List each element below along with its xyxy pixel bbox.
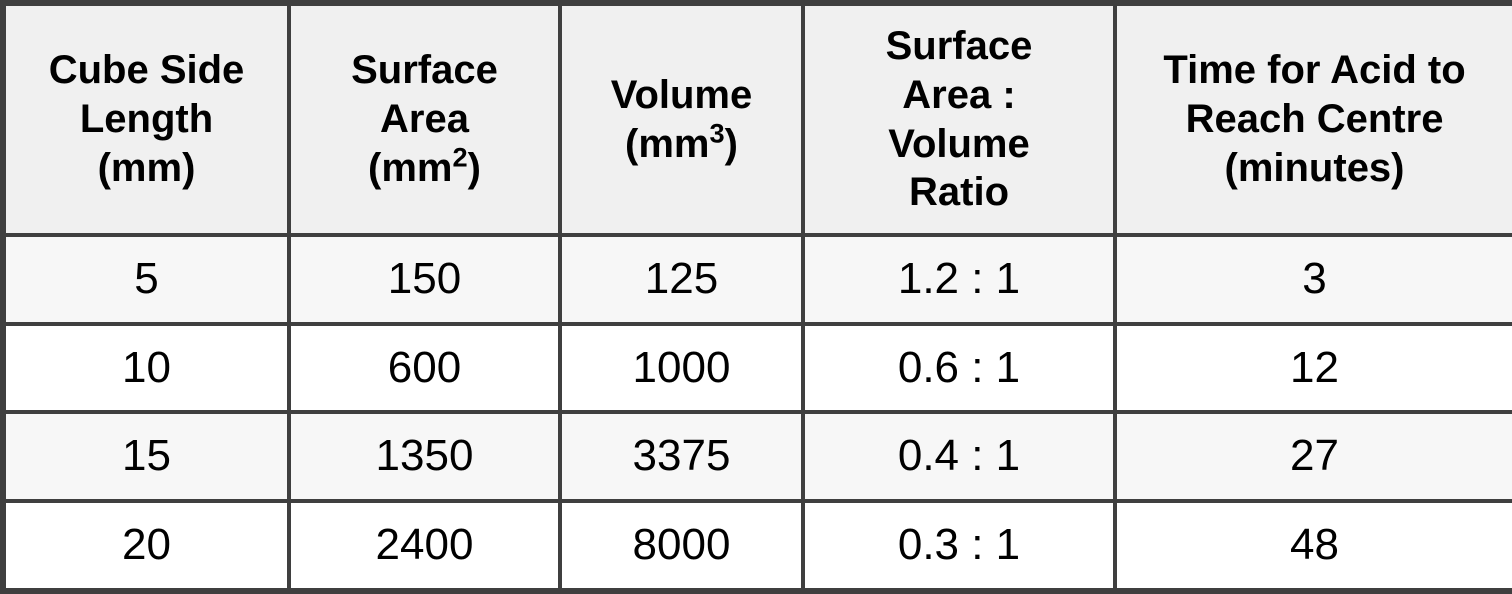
header-line: Volume [888,121,1030,166]
table-cell: 1000 [558,321,805,415]
column-header-time-for-acid: Time for Acid to Reach Centre (minutes) [1113,1,1512,237]
header-line: Time for Acid to [1163,48,1466,93]
header-row: Cube Side Length (mm) Surface Area (mm2) Volum… [1,1,1512,237]
table-cell: 5 [1,233,291,326]
header-line: (minutes) [1224,145,1405,190]
table-cell: 600 [287,321,562,415]
table-row: 15 1350 3375 0.4 : 1 27 [1,410,1512,503]
superscript: 2 [452,141,468,173]
table-cell: 3375 [558,410,805,503]
table-cell: 3 [1113,233,1512,326]
table-row: 20 2400 8000 0.3 : 1 48 [1,498,1512,594]
column-header-cube-side-length: Cube Side Length (mm) [1,1,291,237]
header-line: Surface [351,48,498,93]
header-line: Area : [902,72,1016,117]
table-row: 10 600 1000 0.6 : 1 12 [1,321,1512,415]
table-cell: 10 [1,321,291,415]
header-line: Reach Centre [1185,97,1444,142]
table-cell: 150 [287,233,562,326]
table-cell: 1.2 : 1 [801,233,1117,326]
table-cell: 0.4 : 1 [801,410,1117,503]
table-body: 5 150 125 1.2 : 1 3 10 600 1000 0.6 : 1 12 15 1350 3… [1,233,1512,594]
header-line: (mm3) [625,117,738,166]
table-cell: 48 [1113,498,1512,594]
header-line: Area [380,97,469,142]
table-cell: 1350 [287,410,562,503]
header-line: (mm) [97,145,196,190]
table-cell: 0.6 : 1 [801,321,1117,415]
column-header-volume: Volume (mm3) [558,1,805,237]
header-line: Length [79,97,214,142]
table-cell: 20 [1,498,291,594]
header-line: Volume [610,72,753,117]
header-line: Cube Side [48,48,245,93]
column-header-surface-area: Surface Area (mm2) [287,1,562,237]
header-line: Surface [885,23,1033,68]
header-line: (mm2) [368,141,481,190]
table-cell: 8000 [558,498,805,594]
table-cell: 15 [1,410,291,503]
superscript: 3 [709,117,725,149]
table-cell: 27 [1113,410,1512,503]
column-header-surface-area-volume-ratio: Surface Area : Volume Ratio [801,1,1117,237]
table-cell: 2400 [287,498,562,594]
table-cell: 12 [1113,321,1512,415]
header-line: Ratio [909,170,1009,215]
table-cell: 125 [558,233,805,326]
table-cell: 0.3 : 1 [801,498,1117,594]
